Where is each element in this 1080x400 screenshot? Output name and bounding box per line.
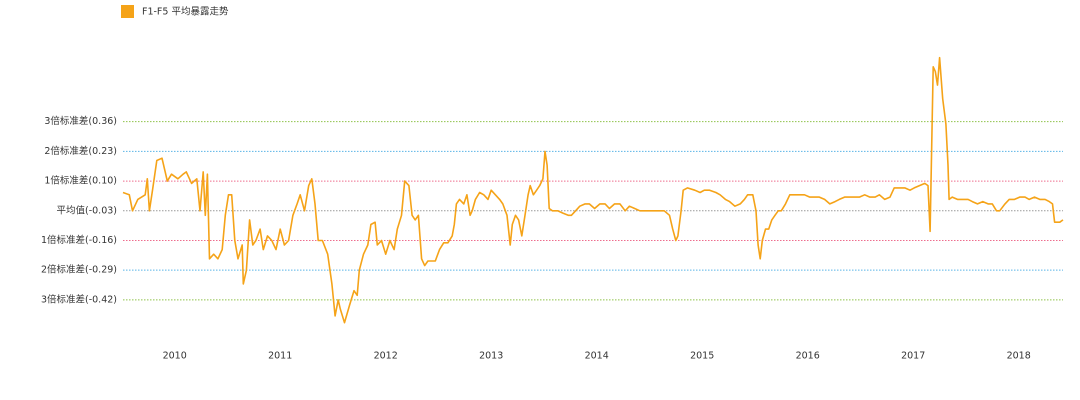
y-tick-label: 1倍标准差(0.10): [44, 175, 117, 187]
y-tick-label: 平均值(-0.03): [57, 204, 118, 216]
x-tick-label: 2013: [479, 351, 503, 362]
x-tick-label: 2015: [690, 351, 714, 362]
x-tick-label: 2012: [374, 351, 398, 362]
data-line: [122, 56, 1064, 324]
y-tick-label: 2倍标准差(-0.29): [41, 264, 117, 276]
x-tick-label: 2016: [796, 351, 820, 362]
legend-label: F1-F5 平均暴露走势: [142, 6, 229, 18]
x-tick-label: 2014: [585, 351, 609, 362]
x-tick-label: 2011: [268, 351, 292, 362]
x-tick-label: 2017: [901, 351, 925, 362]
y-tick-label: 1倍标准差(-0.16): [41, 234, 117, 246]
x-tick-label: 2010: [163, 351, 187, 362]
y-tick-label: 2倍标准差(0.23): [44, 145, 117, 157]
y-tick-label: 3倍标准差(0.36): [44, 115, 117, 127]
x-tick-label: 2018: [1007, 351, 1031, 362]
legend-swatch: [121, 5, 134, 18]
y-tick-label: 3倍标准差(-0.42): [41, 293, 117, 305]
